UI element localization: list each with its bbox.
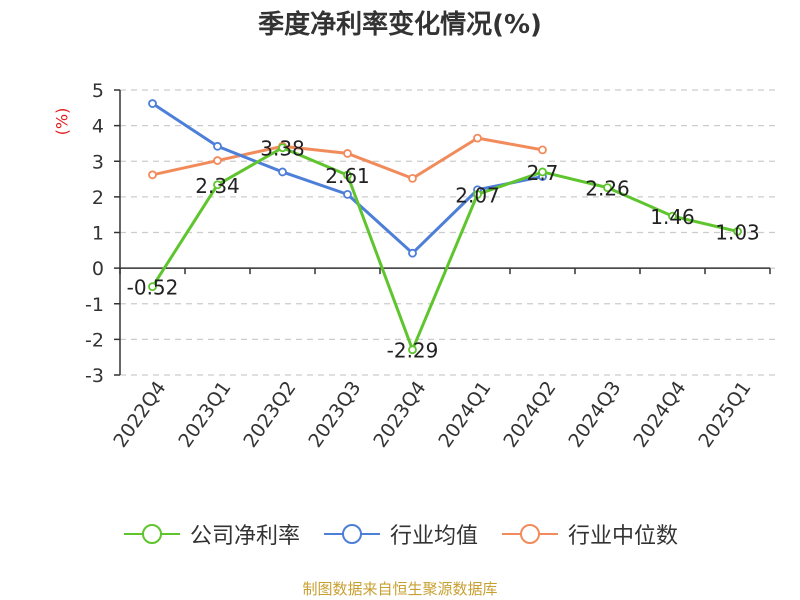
data-point (473, 189, 482, 199)
data-labels: -0.52 2.34 3.38 2.61 -2.29 2.07 2.7 2.26 1.46 1.0… (127, 137, 760, 363)
data-point (213, 180, 222, 190)
data-label: -0.52 (127, 276, 179, 300)
x-tick-label: 2023Q1 (174, 377, 235, 451)
legend-label-industry-avg: 行业均值 (389, 524, 478, 549)
data-point (343, 149, 352, 158)
series-lines (148, 99, 742, 355)
x-tick-label: 2024Q1 (434, 377, 495, 451)
legend-label-industry-median: 行业中位数 (568, 524, 679, 549)
legend: 公司净利率 行业均值 行业中位数 (0, 518, 800, 550)
data-label: 1.03 (715, 220, 760, 244)
legend-line-circle-icon (323, 524, 380, 544)
y-tick-label: 4 (92, 116, 104, 138)
chart-title: 季度净利率变化情况(%) (258, 10, 542, 40)
legend-line-circle-icon (123, 524, 180, 544)
data-point (278, 143, 287, 153)
data-point (408, 345, 417, 355)
data-point (213, 141, 222, 151)
data-point (148, 99, 157, 108)
x-tick-label: 2022Q4 (109, 377, 170, 451)
data-point (213, 156, 222, 165)
x-tick-label: 2023Q2 (239, 377, 300, 451)
y-tick-label: 0 (92, 258, 104, 280)
x-tick-label: 2025Q1 (694, 377, 755, 451)
legend-item-industry-median[interactable]: 行业中位数 (500, 518, 678, 550)
legend-label-company: 公司净利率 (189, 524, 300, 549)
data-point (343, 170, 352, 180)
y-tick-label: -2 (85, 329, 104, 351)
data-label: -2.29 (387, 339, 439, 363)
data-source-note: 制图数据来自恒生聚源数据库 (302, 580, 498, 598)
data-label: 2.26 (585, 177, 630, 201)
data-label: 2.07 (455, 183, 500, 207)
y-tick-label: 2 (92, 187, 104, 209)
y-tick-label: 5 (92, 80, 104, 102)
y-tick-label: 3 (92, 151, 104, 173)
data-label: 3.38 (260, 137, 305, 161)
grid-lines (120, 89, 780, 376)
data-point (603, 183, 612, 193)
y-tick-label: -3 (85, 365, 104, 387)
data-point (343, 189, 352, 199)
data-point (408, 248, 417, 258)
y-tick-label: -1 (85, 294, 104, 316)
x-tick-label: 2024Q2 (499, 377, 560, 451)
legend-item-industry-avg[interactable]: 行业均值 (322, 518, 478, 550)
data-point (733, 227, 742, 236)
data-point (473, 133, 482, 143)
data-label: 1.46 (650, 205, 695, 229)
data-point (668, 211, 677, 221)
legend-line-circle-icon (502, 524, 558, 544)
data-point (278, 167, 287, 177)
x-tick-label: 2023Q3 (304, 377, 365, 451)
legend-item-company[interactable]: 公司净利率 (122, 518, 300, 550)
data-point (148, 282, 157, 292)
x-tick-label: 2024Q4 (629, 377, 690, 451)
x-tick-label: 2023Q4 (369, 377, 430, 451)
y-tick-label: 1 (92, 223, 104, 245)
data-point (148, 170, 157, 180)
data-point (538, 167, 547, 177)
data-label: 2.34 (195, 174, 240, 198)
data-label: 2.7 (527, 161, 559, 185)
x-tick-label: 2024Q3 (564, 377, 625, 451)
data-label: 2.61 (325, 164, 370, 188)
series-line (151, 146, 738, 352)
data-point (408, 173, 417, 183)
data-point (538, 145, 547, 155)
